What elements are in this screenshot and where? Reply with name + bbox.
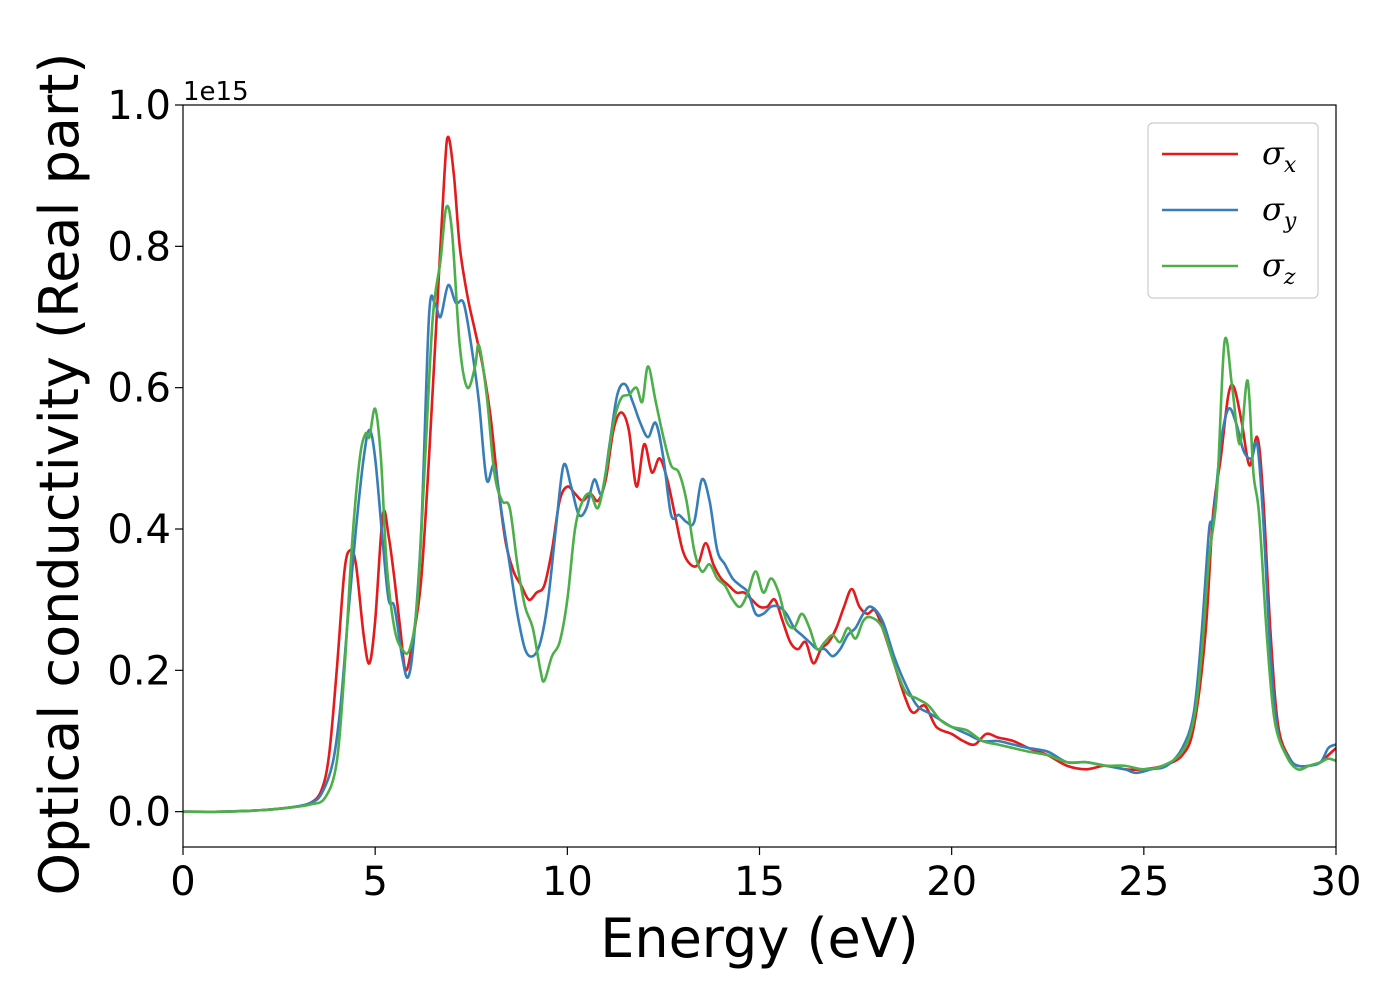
y-tick-label: 0.8 bbox=[107, 224, 171, 270]
y-axis-offset-label: 1e15 bbox=[183, 77, 249, 107]
x-axis-label: Energy (eV) bbox=[600, 907, 919, 970]
x-tick-label: 0 bbox=[170, 859, 195, 905]
y-tick-label: 0.4 bbox=[107, 507, 171, 553]
x-tick-label: 30 bbox=[1311, 859, 1362, 905]
x-tick-label: 5 bbox=[362, 859, 387, 905]
y-tick-label: 0.2 bbox=[107, 648, 171, 694]
y-tick-label: 0.0 bbox=[107, 790, 171, 836]
legend-label-x: σx bbox=[1262, 134, 1297, 178]
series-layer bbox=[183, 135, 1336, 814]
series-line-z bbox=[183, 204, 1336, 814]
x-axis-ticks: 0 5 10 15 20 25 30 bbox=[170, 847, 1361, 905]
legend-label-y: σy bbox=[1262, 190, 1297, 234]
x-tick-label: 20 bbox=[926, 859, 977, 905]
legend-label-z: σz bbox=[1262, 246, 1296, 290]
x-tick-label: 25 bbox=[1118, 859, 1169, 905]
y-axis-ticks: 0.0 0.2 0.4 0.6 0.8 1.0 bbox=[107, 83, 183, 836]
y-axis-label: Optical conductivity (Real part) bbox=[28, 53, 91, 896]
y-tick-label: 1.0 bbox=[107, 83, 171, 129]
x-tick-label: 15 bbox=[734, 859, 785, 905]
y-tick-label: 0.6 bbox=[107, 366, 171, 412]
legend: σx σy σz bbox=[1147, 122, 1319, 299]
x-tick-label: 10 bbox=[542, 859, 593, 905]
